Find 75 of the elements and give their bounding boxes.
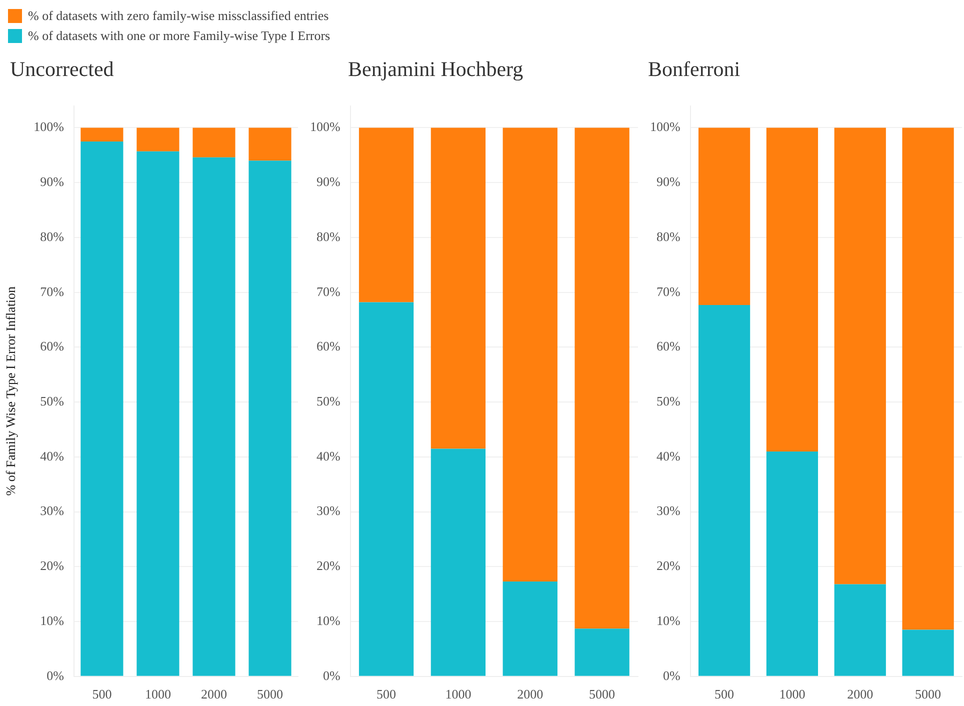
y-tick-label: 80% [40, 228, 64, 244]
y-tick-label: 0% [322, 668, 340, 683]
bar [358, 128, 414, 302]
y-axis-title: % of Family Wise Type I Error Inflation [3, 286, 18, 496]
bar [502, 128, 558, 582]
x-tick-label: 500 [92, 686, 112, 702]
bar [430, 128, 486, 449]
bar [902, 128, 954, 630]
legend-label: % of datasets with zero family-wise missclassified entries [28, 8, 329, 24]
y-tick-label: 40% [316, 448, 340, 464]
y-tick-label: 40% [40, 448, 64, 464]
bar [766, 451, 818, 676]
chart-title: Bonferroni [647, 56, 742, 83]
y-tick-label: 50% [40, 393, 64, 408]
x-tick-label: 5000 [256, 686, 283, 702]
y-tick-label: 80% [656, 228, 680, 244]
y-tick-label: 70% [656, 284, 680, 299]
y-tick-label: 60% [316, 338, 340, 354]
x-tick-label: 5000 [589, 686, 616, 702]
y-tick-label: 50% [316, 393, 340, 408]
y-tick-label: 40% [656, 448, 680, 464]
x-tick-label: 500 [376, 686, 396, 702]
y-tick-label: 10% [656, 612, 680, 628]
bar [766, 128, 818, 452]
y-tick-label: 90% [316, 174, 340, 190]
bar [834, 584, 886, 676]
chart-title: Benjamini Hochberg [347, 56, 524, 83]
bar [834, 128, 886, 584]
bar [574, 128, 630, 629]
y-tick-label: 100% [34, 119, 64, 134]
y-tick-label: 100% [650, 119, 680, 134]
bar [502, 581, 558, 676]
y-tick-label: 30% [656, 503, 680, 518]
y-tick-label: 0% [662, 668, 680, 683]
legend-label: % of datasets with one or more Family-wise Type I Errors [28, 28, 330, 44]
y-tick-label: 0% [46, 668, 64, 683]
bar [80, 128, 124, 142]
y-tick-label: 10% [316, 612, 340, 628]
y-tick-label: 60% [40, 338, 64, 354]
y-tick-label: 10% [40, 612, 64, 628]
x-tick-label: 2000 [200, 686, 227, 702]
y-tick-label: 20% [40, 558, 64, 574]
y-tick-label: 20% [656, 558, 680, 574]
bar [136, 151, 180, 676]
x-tick-label: 1000 [445, 686, 472, 702]
bar [136, 128, 180, 152]
y-tick-label: 90% [40, 174, 64, 190]
y-tick-label: 70% [316, 284, 340, 299]
bar [902, 630, 954, 676]
y-tick-label: 30% [40, 503, 64, 518]
bar [248, 128, 292, 161]
bar [192, 157, 236, 676]
bar [574, 628, 630, 676]
y-tick-label: 60% [656, 338, 680, 354]
x-tick-label: 2000 [847, 686, 874, 702]
bar [698, 128, 750, 305]
y-tick-label: 30% [316, 503, 340, 518]
bar [248, 160, 292, 676]
bar [430, 448, 486, 676]
bar [80, 141, 124, 676]
bar [698, 304, 750, 676]
x-tick-label: 1000 [144, 686, 171, 702]
x-tick-label: 5000 [915, 686, 942, 702]
y-tick-label: 50% [656, 393, 680, 408]
chart-title: Uncorrected [9, 56, 115, 83]
y-tick-label: 20% [316, 558, 340, 574]
bar [358, 302, 414, 676]
x-tick-label: 500 [714, 686, 734, 702]
y-tick-label: 80% [316, 228, 340, 244]
y-tick-label: 100% [310, 119, 340, 134]
y-tick-label: 70% [40, 284, 64, 299]
x-tick-label: 1000 [779, 686, 806, 702]
y-tick-label: 90% [656, 174, 680, 190]
bar [192, 128, 236, 158]
x-tick-label: 2000 [517, 686, 544, 702]
